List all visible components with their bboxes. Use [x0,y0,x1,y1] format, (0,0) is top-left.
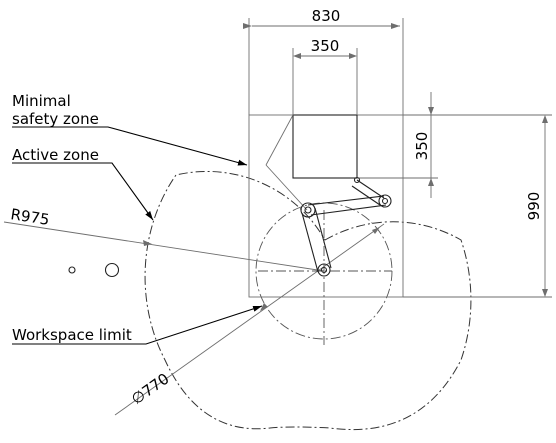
safety-zone-slant [265,114,294,166]
minimal-safety-zone-label-line2: safety zone [12,110,99,128]
robot-arm [300,176,392,277]
dimension-350-horizontal-label: 350 [311,37,340,55]
minimal-safety-zone-label-line1: Minimal [12,92,71,110]
minimal-safety-zone-leader [12,126,248,166]
dimension-990 [403,114,552,298]
workspace-limit-label: Workspace limit [12,326,132,344]
dimension-350-vertical-label: 350 [413,132,431,161]
active-zone-label: Active zone [12,146,99,164]
active-zone-contour [144,170,472,431]
safety-zone-slant-2 [265,164,308,211]
d770-line [114,223,385,416]
d770-label: ∅770 [128,370,172,409]
dimension-990-label: 990 [525,192,543,221]
small-circle-2 [104,262,120,278]
workspace-limit-leader [12,305,263,345]
dimension-830-label: 830 [312,7,341,25]
dimension-350-horizontal [292,48,358,115]
r975-label: R975 [9,205,50,229]
inner-square [292,114,358,179]
small-circle-1 [68,266,76,274]
active-zone-leader [12,162,154,221]
r975-leader [3,221,325,272]
dimension-830 [243,18,404,115]
